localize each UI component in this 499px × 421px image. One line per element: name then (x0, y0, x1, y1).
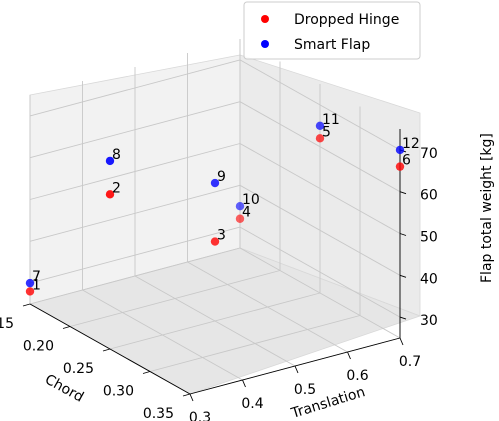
point-label: 1 (32, 277, 41, 293)
z-tick-mark (399, 191, 407, 195)
point-label: 3 (217, 228, 226, 244)
dropped-hinge-point (105, 190, 115, 199)
dropped-hinge-point (210, 237, 220, 246)
z-tick-label: 60 (420, 188, 438, 204)
z-gridline-left-wall (29, 101, 241, 159)
z-gridline-left-wall (29, 184, 241, 242)
x-tick-mark (62, 326, 71, 329)
z-gridline-right-wall (239, 143, 401, 234)
z-axis-label: Flap total weight [kg] (479, 133, 495, 283)
legend: Dropped Hinge Smart Flap (243, 1, 421, 60)
legend-label-dropped-hinge: Dropped Hinge (294, 12, 399, 28)
point-label: 7 (32, 269, 41, 285)
point-label: 11 (322, 112, 340, 128)
smart-flap-point (235, 202, 245, 211)
dropped-hinge-point (395, 162, 405, 171)
z-gridline-left-wall (29, 226, 241, 284)
x-tick-mark (102, 348, 111, 352)
z-tick-label: 70 (420, 146, 438, 162)
y-tick-mark (399, 337, 404, 346)
y-tick-label: 0.4 (241, 396, 263, 412)
z-gridline-left-wall (29, 59, 241, 117)
point-label: 6 (402, 153, 411, 169)
z-tick-label: 50 (420, 230, 438, 246)
y-gridline-floor (82, 289, 243, 381)
dropped-hinge-point (235, 214, 245, 223)
x-tick-label: 0.20 (23, 339, 54, 355)
legend-marker-smart-flap (261, 40, 269, 48)
x-tick-mark (182, 393, 191, 397)
smart-flap-point (210, 178, 220, 188)
y-tick-label: 0.3 (189, 410, 211, 421)
smart-flap-point (25, 278, 35, 288)
dropped-hinge-point (25, 287, 35, 296)
y-gridline-floor (239, 247, 401, 339)
z-gridline-left-wall (29, 143, 241, 200)
y-gridline-floor (187, 261, 348, 353)
y-tick-mark (347, 351, 351, 360)
z-tick-mark (399, 316, 407, 320)
y-tick-mark (189, 393, 194, 402)
dropped-hinge-point (315, 134, 325, 143)
z-tick-label: 30 (420, 313, 438, 329)
legend-marker-dropped-hinge (261, 15, 269, 23)
x-tick-mark (22, 303, 31, 307)
smart-flap-point (395, 145, 405, 155)
x-tick-label: 0.30 (103, 384, 134, 400)
legend-label-smart-flap: Smart Flap (294, 37, 370, 53)
z-gridline-right-wall (239, 184, 401, 276)
z-tick-mark (399, 233, 407, 236)
z-tick-mark (399, 274, 407, 278)
y-tick-mark (242, 379, 246, 388)
x-tick-mark (142, 371, 151, 374)
point-label: 2 (112, 180, 121, 196)
point-label: 10 (242, 192, 260, 208)
point-label: 5 (322, 124, 331, 140)
y-tick-label: 0.6 (346, 368, 368, 384)
z-gridline-right-wall (239, 226, 401, 318)
x-tick-label: 0.15 (0, 316, 14, 332)
y-gridline-floor (134, 275, 296, 367)
z-gridline-right-wall (239, 101, 401, 193)
point-label: 8 (112, 147, 121, 163)
legend-box (243, 1, 421, 60)
y-tick-label: 0.7 (399, 354, 421, 370)
point-label: 12 (402, 136, 420, 152)
smart-flap-point (315, 121, 325, 130)
smart-flap-point (105, 156, 115, 166)
y-tick-mark (294, 365, 299, 374)
z-gridline-right-wall (239, 59, 401, 151)
y-tick-label: 0.5 (294, 382, 316, 398)
point-label: 9 (217, 169, 226, 185)
axis-ticks: 0.15 0.20 0.25 0.30 0.35 0.3 0.4 0.5 0.6 0.7 30 40 5… (0, 129, 438, 421)
x-tick-label: 0.35 (143, 406, 174, 421)
point-label: 4 (242, 205, 251, 221)
z-tick-label: 40 (420, 271, 438, 287)
x-tick-label: 0.25 (63, 361, 94, 377)
